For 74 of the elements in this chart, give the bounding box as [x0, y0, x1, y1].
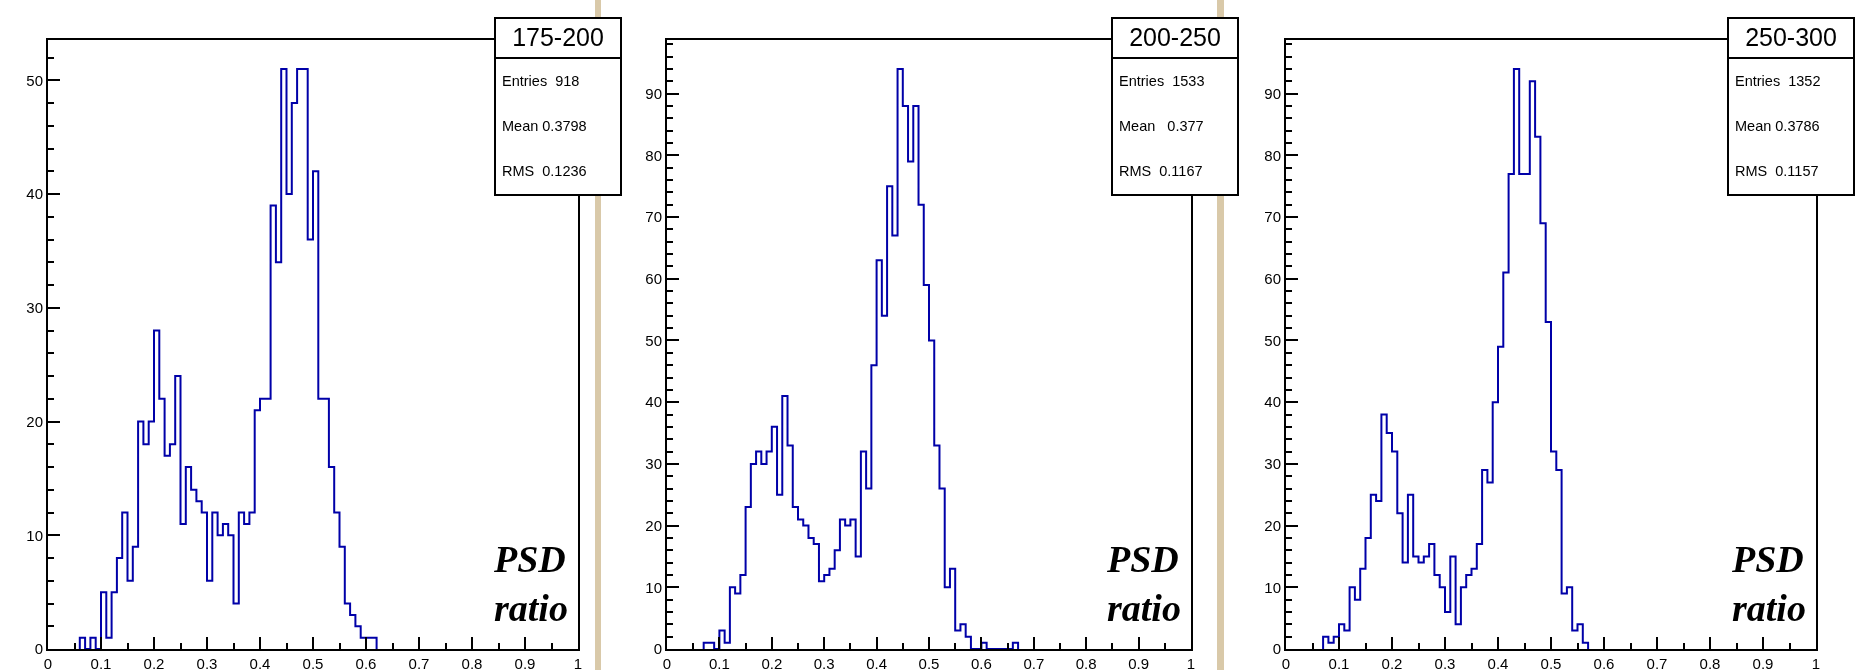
x-tick-label: 0.1: [708, 655, 730, 670]
annotation: RMS 0.1236: [501, 162, 588, 181]
y-tick-label: 50: [1264, 331, 1281, 349]
y-tick-label: 30: [26, 299, 43, 317]
y-tick-label: 80: [1264, 146, 1281, 164]
annotation: Mean 0.3798: [501, 117, 588, 136]
y-tick-label: 0: [653, 640, 662, 658]
x-axis-title: PSD ratio: [1731, 538, 1806, 630]
x-tick-label: 0.2: [143, 655, 165, 670]
x-tick-label: 0.7: [1646, 655, 1668, 670]
y-tick-label: 20: [26, 412, 43, 430]
x-tick-label: 0.5: [918, 655, 940, 670]
y-tick-label: 40: [645, 393, 662, 411]
x-tick-label: 0.9: [514, 655, 536, 670]
x-axis-title: PSD ratio: [493, 538, 568, 630]
chart-title: 175-200: [496, 19, 620, 59]
annotation: Mean 0.3786: [1734, 117, 1821, 136]
chart-title: 200-250: [1113, 19, 1237, 59]
y-tick-label: 90: [645, 84, 662, 102]
x-tick-label: 0.7: [1023, 655, 1045, 670]
y-tick-label: 40: [1264, 393, 1281, 411]
x-tick-label: 0: [662, 655, 672, 670]
y-tick-label: 40: [26, 185, 43, 203]
x-tick-label: 0.8: [1699, 655, 1721, 670]
x-tick-label: 0.4: [249, 655, 271, 670]
x-tick-label: 0.1: [90, 655, 112, 670]
y-tick-label: 90: [1264, 84, 1281, 102]
y-tick-label: 70: [645, 208, 662, 226]
y-tick-label: 80: [645, 146, 662, 164]
x-tick-label: 0.8: [1075, 655, 1097, 670]
y-tick-label: 0: [1272, 640, 1281, 658]
annotation: Entries 918: [501, 72, 581, 91]
x-tick-label: 0.3: [196, 655, 218, 670]
x-tick-label: 0.3: [813, 655, 835, 670]
x-tick-label: 0.8: [461, 655, 483, 670]
y-tick-label: 50: [26, 71, 43, 89]
x-tick-label: 1: [1811, 655, 1821, 670]
y-tick-label: 20: [645, 516, 662, 534]
annotation: Entries 1533: [1118, 72, 1206, 91]
x-tick-label: 0.6: [355, 655, 377, 670]
y-tick-label: 70: [1264, 208, 1281, 226]
x-tick-label: 0.3: [1434, 655, 1456, 670]
y-tick-label: 30: [645, 455, 662, 473]
annotation: Mean 0.377: [1118, 117, 1205, 136]
annotation: RMS 0.1157: [1734, 162, 1820, 181]
annotation: RMS 0.1167: [1118, 162, 1204, 181]
x-tick-label: 0.4: [866, 655, 888, 670]
x-tick-label: 0: [43, 655, 53, 670]
x-tick-label: 0.6: [970, 655, 992, 670]
x-tick-label: 0.4: [1487, 655, 1509, 670]
annotation: Entries 1352: [1734, 72, 1822, 91]
x-tick-label: 0.6: [1593, 655, 1615, 670]
x-tick-label: 0.2: [761, 655, 783, 670]
y-tick-label: 10: [26, 526, 43, 544]
chart-title: 250-300: [1729, 19, 1853, 59]
x-tick-label: 0.5: [1540, 655, 1562, 670]
y-tick-label: 60: [1264, 270, 1281, 288]
y-tick-label: 30: [1264, 455, 1281, 473]
x-tick-label: 0.9: [1752, 655, 1774, 670]
x-tick-label: 1: [1186, 655, 1196, 670]
x-tick-label: 1: [573, 655, 583, 670]
x-tick-label: 0.5: [302, 655, 324, 670]
x-tick-label: 0.9: [1128, 655, 1150, 670]
y-tick-label: 0: [34, 640, 43, 658]
x-tick-label: 0.7: [408, 655, 430, 670]
x-tick-label: 0: [1281, 655, 1291, 670]
y-tick-label: 50: [645, 331, 662, 349]
x-axis-title: PSD ratio: [1106, 538, 1181, 630]
x-tick-label: 0.1: [1328, 655, 1350, 670]
y-tick-label: 10: [645, 578, 662, 596]
y-tick-label: 20: [1264, 516, 1281, 534]
y-tick-label: 60: [645, 270, 662, 288]
y-tick-label: 10: [1264, 578, 1281, 596]
x-tick-label: 0.2: [1381, 655, 1403, 670]
